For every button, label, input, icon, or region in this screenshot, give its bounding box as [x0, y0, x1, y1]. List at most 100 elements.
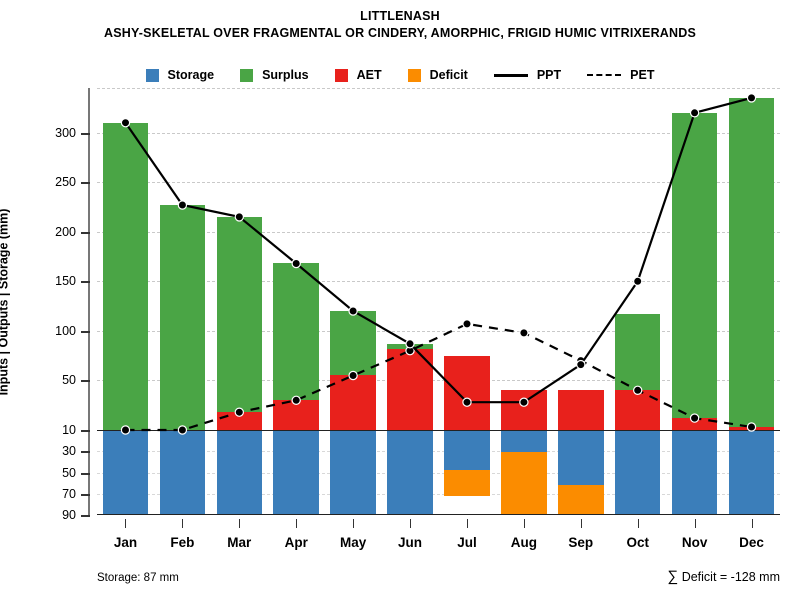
x-tick-label-may: May — [339, 535, 367, 550]
plot-inner — [97, 88, 780, 514]
y-tick-label-upper: 50 — [62, 373, 76, 388]
title-line-1: LITTLENASH — [360, 9, 440, 23]
legend-label: Surplus — [262, 68, 309, 82]
y-tick-label-lower: 30 — [62, 444, 76, 459]
legend-item-deficit[interactable]: Deficit — [407, 68, 468, 82]
y-tick-upper — [81, 132, 90, 135]
y-tick-label-lower: 90 — [62, 508, 76, 522]
y-tick-lower — [81, 493, 90, 496]
y-tick-lower — [81, 430, 90, 432]
pet-point — [348, 370, 358, 381]
y-tick-upper — [81, 330, 90, 333]
plot-area — [97, 88, 780, 515]
legend-item-aet[interactable]: AET — [334, 68, 382, 82]
ppt-point — [348, 306, 358, 316]
legend-item-pet[interactable]: PET — [587, 68, 654, 82]
x-tick — [751, 519, 753, 528]
y-axis-title: Inputs | Outputs | Storage (mm) — [0, 88, 12, 515]
ppt-point — [576, 359, 586, 370]
x-tick-label-dec: Dec — [739, 535, 764, 550]
pet-point — [462, 319, 472, 329]
bar-surplus-feb — [159, 204, 206, 430]
bar-surplus-may — [330, 311, 376, 376]
x-tick-label-nov: Nov — [681, 535, 708, 550]
bar-storage-sep — [558, 430, 604, 486]
grid-line — [97, 132, 780, 134]
y-tick-label-upper: 250 — [55, 175, 76, 190]
y-tick-upper — [81, 182, 90, 185]
x-axis: Jan Feb Mar Apr May Jun Jul Aug Sep Oct Nov Dec — [97, 519, 780, 559]
x-tick — [353, 519, 355, 528]
legend-swatch-icon — [334, 68, 348, 82]
legend-label: PET — [630, 68, 655, 82]
sigma-icon: ∑ — [667, 568, 679, 585]
legend-label: PPT — [536, 68, 562, 82]
pet-line — [125, 322, 752, 432]
grid-line — [97, 493, 780, 495]
grid-line — [97, 281, 780, 283]
x-tick-label-apr: Apr — [284, 535, 308, 550]
bar-aet-sep — [558, 390, 604, 430]
y-tick-upper — [81, 380, 90, 383]
pet-point — [519, 328, 529, 338]
y-tick-label-lower: 70 — [62, 486, 76, 501]
ppt-point — [633, 276, 643, 286]
legend-swatch-icon — [145, 68, 159, 82]
ppt-point — [689, 108, 700, 118]
ppt-point — [120, 118, 131, 128]
zero-axis-line — [97, 430, 780, 431]
y-axis: 50 100 150 200 250 300 10 30 50 70 90 — [55, 88, 90, 522]
bar-aet-aug — [501, 390, 547, 430]
bar-deficit-aug — [501, 452, 547, 514]
legend-item-storage[interactable]: Storage — [145, 68, 215, 82]
bar-aet-apr — [273, 400, 319, 430]
legend-label: Storage — [167, 68, 215, 82]
bar-surplus-jan — [102, 122, 149, 430]
bar-storage-oct — [614, 430, 661, 514]
y-tick-lower — [81, 515, 90, 517]
legend-label: Deficit — [429, 68, 468, 82]
x-tick — [580, 519, 582, 528]
chart-title: LITTLENASH ASHY-SKELETAL OVER FRAGMENTAL… — [0, 8, 800, 42]
legend-item-surplus[interactable]: Surplus — [240, 68, 309, 82]
ppt-point — [746, 93, 757, 103]
x-tick — [637, 519, 639, 528]
x-tick-label-feb: Feb — [170, 535, 195, 550]
y-axis-title-label: Inputs | Outputs | Storage (mm) — [0, 208, 11, 395]
pet-point — [746, 422, 757, 432]
bar-storage-mar — [216, 430, 263, 514]
y-tick-label-upper: 150 — [55, 274, 76, 289]
y-tick-upper — [81, 281, 90, 284]
ppt-point — [462, 397, 472, 407]
bar-surplus-dec — [728, 97, 775, 428]
x-tick — [466, 519, 468, 528]
bar-aet-jul — [444, 355, 490, 430]
pet-point — [689, 413, 700, 423]
ppt-point — [234, 212, 244, 222]
y-tick-label-upper: 200 — [55, 224, 76, 239]
ppt-point — [177, 200, 188, 210]
bar-surplus-oct — [614, 314, 661, 391]
y-tick-label-upper: 100 — [55, 323, 76, 338]
bar-aet-jun — [387, 348, 433, 430]
bar-surplus-mar — [216, 216, 263, 413]
ppt-line — [124, 96, 752, 404]
legend-swatch-icon — [407, 68, 421, 82]
x-tick-label-mar: Mar — [227, 535, 252, 550]
x-tick — [296, 519, 298, 528]
bar-storage-apr — [273, 430, 319, 514]
grid-line — [97, 380, 780, 382]
bar-storage-may — [330, 430, 376, 514]
y-tick-upper — [81, 231, 90, 234]
y-tick-lower — [81, 472, 90, 475]
x-tick — [239, 519, 241, 528]
bar-deficit-jul — [444, 470, 490, 496]
x-tick — [523, 519, 525, 528]
x-tick — [410, 519, 412, 528]
x-tick-label-jul: Jul — [457, 535, 477, 550]
y-tick-label-upper: 300 — [55, 125, 76, 140]
bar-storage-jun — [387, 430, 433, 514]
legend-item-ppt[interactable]: PPT — [493, 68, 562, 82]
pet-point — [120, 425, 131, 435]
bar-deficit-sep — [558, 485, 604, 514]
